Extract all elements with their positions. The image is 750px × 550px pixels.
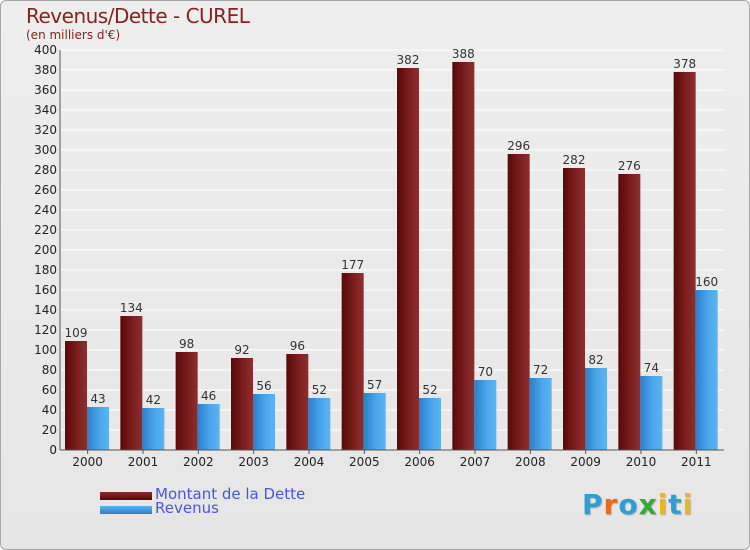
bar-revenus-2005 bbox=[363, 393, 386, 450]
bar-revenus-2004 bbox=[308, 398, 331, 450]
y-tick-label: 260 bbox=[34, 183, 57, 197]
x-tick-label: 2008 bbox=[515, 455, 546, 469]
y-tick-label: 40 bbox=[42, 403, 57, 417]
y-tick-label: 200 bbox=[34, 243, 57, 257]
bar-revenus-2001 bbox=[142, 408, 165, 450]
legend-swatch-revenus bbox=[100, 506, 152, 514]
y-tick-label: 120 bbox=[34, 323, 57, 337]
x-tick-label: 2010 bbox=[626, 455, 657, 469]
data-label-revenus-2008: 72 bbox=[533, 363, 548, 377]
data-label-dette-2009: 282 bbox=[563, 153, 586, 167]
x-tick-label: 2003 bbox=[238, 455, 269, 469]
data-label-revenus-2009: 82 bbox=[588, 353, 603, 367]
x-tick-label: 2006 bbox=[404, 455, 435, 469]
x-tick-label: 2009 bbox=[570, 455, 601, 469]
x-tick-label: 2007 bbox=[460, 455, 491, 469]
logo-letter: r bbox=[603, 488, 619, 521]
data-label-revenus-2001: 42 bbox=[146, 393, 161, 407]
data-label-dette-2006: 382 bbox=[397, 53, 420, 67]
logo-letter: t bbox=[668, 488, 683, 521]
bar-revenus-2003 bbox=[253, 394, 275, 450]
bar-dette-2005 bbox=[341, 273, 364, 450]
data-label-revenus-2011: 160 bbox=[695, 275, 718, 289]
y-tick-label: 180 bbox=[34, 263, 57, 277]
bar-dette-2004 bbox=[286, 354, 309, 450]
y-tick-label: 140 bbox=[34, 303, 57, 317]
data-label-revenus-2000: 43 bbox=[90, 392, 105, 406]
chart-title: Revenus/Dette - CUREL bbox=[26, 4, 250, 28]
data-label-dette-2011: 378 bbox=[673, 57, 696, 71]
legend-label-dette: Montant de la Dette bbox=[155, 485, 306, 503]
data-label-dette-2002: 98 bbox=[179, 337, 194, 351]
x-tick-label: 2000 bbox=[72, 455, 103, 469]
data-label-dette-2003: 92 bbox=[234, 343, 249, 357]
bar-dette-2007 bbox=[452, 62, 475, 450]
bar-revenus-2011 bbox=[695, 290, 718, 450]
logo-letter: i bbox=[682, 488, 694, 521]
y-tick-label: 100 bbox=[34, 343, 57, 357]
logo-letter: i bbox=[657, 488, 669, 521]
y-tick-label: 380 bbox=[34, 63, 57, 77]
y-tick-label: 220 bbox=[34, 223, 57, 237]
y-tick-label: 60 bbox=[42, 383, 57, 397]
data-label-revenus-2005: 57 bbox=[367, 378, 382, 392]
bar-revenus-2008 bbox=[529, 378, 552, 450]
data-label-dette-2005: 177 bbox=[341, 258, 364, 272]
y-tick-label: 0 bbox=[49, 443, 57, 457]
bar-dette-2006 bbox=[397, 68, 419, 450]
logo-letter: P bbox=[582, 488, 604, 521]
proxiti-logo: Proxiti bbox=[582, 488, 693, 521]
bar-dette-2002 bbox=[175, 352, 198, 450]
y-tick-label: 340 bbox=[34, 103, 57, 117]
bar-dette-2003 bbox=[231, 358, 253, 450]
data-label-dette-2001: 134 bbox=[120, 301, 143, 315]
bar-dette-2000 bbox=[65, 341, 87, 450]
x-tick-label: 2005 bbox=[349, 455, 380, 469]
data-label-revenus-2002: 46 bbox=[201, 389, 216, 403]
y-tick-label: 400 bbox=[34, 43, 57, 57]
bar-revenus-2006 bbox=[419, 398, 441, 450]
y-tick-label: 80 bbox=[42, 363, 57, 377]
data-label-dette-2000: 109 bbox=[65, 326, 88, 340]
data-label-revenus-2010: 74 bbox=[644, 361, 659, 375]
y-tick-label: 160 bbox=[34, 283, 57, 297]
bar-revenus-2000 bbox=[87, 407, 109, 450]
bar-dette-2010 bbox=[618, 174, 641, 450]
bar-revenus-2010 bbox=[640, 376, 663, 450]
bar-revenus-2007 bbox=[474, 380, 497, 450]
data-label-revenus-2007: 70 bbox=[478, 365, 493, 379]
logo-letter: o bbox=[618, 488, 639, 521]
y-tick-label: 360 bbox=[34, 83, 57, 97]
x-tick-label: 2004 bbox=[294, 455, 325, 469]
y-tick-label: 20 bbox=[42, 423, 57, 437]
data-label-dette-2004: 96 bbox=[290, 339, 305, 353]
data-label-revenus-2003: 56 bbox=[256, 379, 271, 393]
chart-subtitle: (en milliers d'€) bbox=[26, 28, 121, 42]
logo-letter: x bbox=[638, 488, 658, 521]
data-label-revenus-2006: 52 bbox=[422, 383, 437, 397]
bar-dette-2001 bbox=[120, 316, 143, 450]
legend-label-revenus: Revenus bbox=[155, 499, 219, 517]
bar-revenus-2002 bbox=[197, 404, 220, 450]
data-label-dette-2007: 388 bbox=[452, 47, 475, 61]
y-tick-label: 300 bbox=[34, 143, 57, 157]
bar-dette-2011 bbox=[673, 72, 696, 450]
y-tick-label: 240 bbox=[34, 203, 57, 217]
x-tick-label: 2002 bbox=[183, 455, 214, 469]
data-label-dette-2010: 276 bbox=[618, 159, 641, 173]
x-tick-label: 2011 bbox=[681, 455, 712, 469]
bar-dette-2008 bbox=[507, 154, 530, 450]
y-tick-label: 320 bbox=[34, 123, 57, 137]
bar-revenus-2009 bbox=[585, 368, 607, 450]
legend-swatch-dette bbox=[100, 492, 152, 500]
x-tick-label: 2001 bbox=[128, 455, 159, 469]
y-tick-label: 280 bbox=[34, 163, 57, 177]
data-label-dette-2008: 296 bbox=[507, 139, 530, 153]
bar-dette-2009 bbox=[563, 168, 585, 450]
data-label-revenus-2004: 52 bbox=[312, 383, 327, 397]
